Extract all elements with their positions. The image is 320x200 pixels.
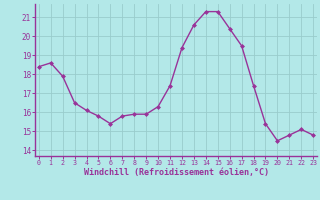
X-axis label: Windchill (Refroidissement éolien,°C): Windchill (Refroidissement éolien,°C) xyxy=(84,168,268,177)
